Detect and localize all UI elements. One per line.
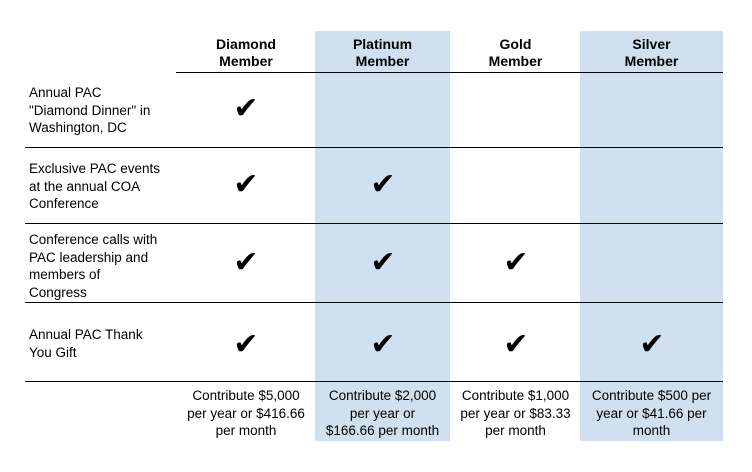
checkmark-icon-diamond: ✔ (233, 245, 259, 280)
checkmark-icon-gold: ✔ (503, 327, 529, 362)
checkmark-icon-silver: ✔ (639, 327, 665, 362)
checkmark-icon-diamond: ✔ (233, 91, 259, 126)
checkmark-icon-platinum: ✔ (370, 245, 396, 280)
header-divider (176, 72, 723, 73)
row-label-diamond-dinner: Annual PAC "Diamond Dinner" in Washingto… (29, 85, 151, 135)
row-label-exclusive-events: Exclusive PAC events at the annual COA C… (29, 161, 161, 211)
header-silver-member: Silver Member (624, 36, 679, 69)
row-divider (25, 223, 723, 224)
row-divider (25, 381, 723, 382)
header-gold-member: Gold Member (488, 36, 543, 69)
header-platinum-member: Platinum Member (352, 36, 413, 69)
row-label-thank-you-gift: Annual PAC Thank You Gift (29, 327, 143, 360)
price-diamond: Contribute $5,000 per year or $416.66 pe… (187, 388, 305, 438)
checkmark-icon-gold: ✔ (503, 245, 529, 280)
checkmark-icon-diamond: ✔ (233, 167, 259, 202)
header-diamond-member: Diamond Member (216, 36, 276, 69)
row-label-conference-calls: Conference calls with PAC leadership and… (29, 232, 158, 300)
platinum-column-highlight (315, 31, 450, 441)
price-platinum: Contribute $2,000 per year or $166.66 pe… (325, 388, 440, 438)
checkmark-icon-platinum: ✔ (370, 327, 396, 362)
price-silver: Contribute $500 per year or $41.66 per m… (591, 388, 712, 438)
checkmark-icon-platinum: ✔ (370, 167, 396, 202)
silver-column-highlight (580, 31, 723, 441)
row-divider (25, 302, 723, 303)
row-divider (25, 147, 723, 148)
checkmark-icon-diamond: ✔ (233, 327, 259, 362)
price-gold: Contribute $1,000 per year or $83.33 per… (460, 388, 571, 438)
